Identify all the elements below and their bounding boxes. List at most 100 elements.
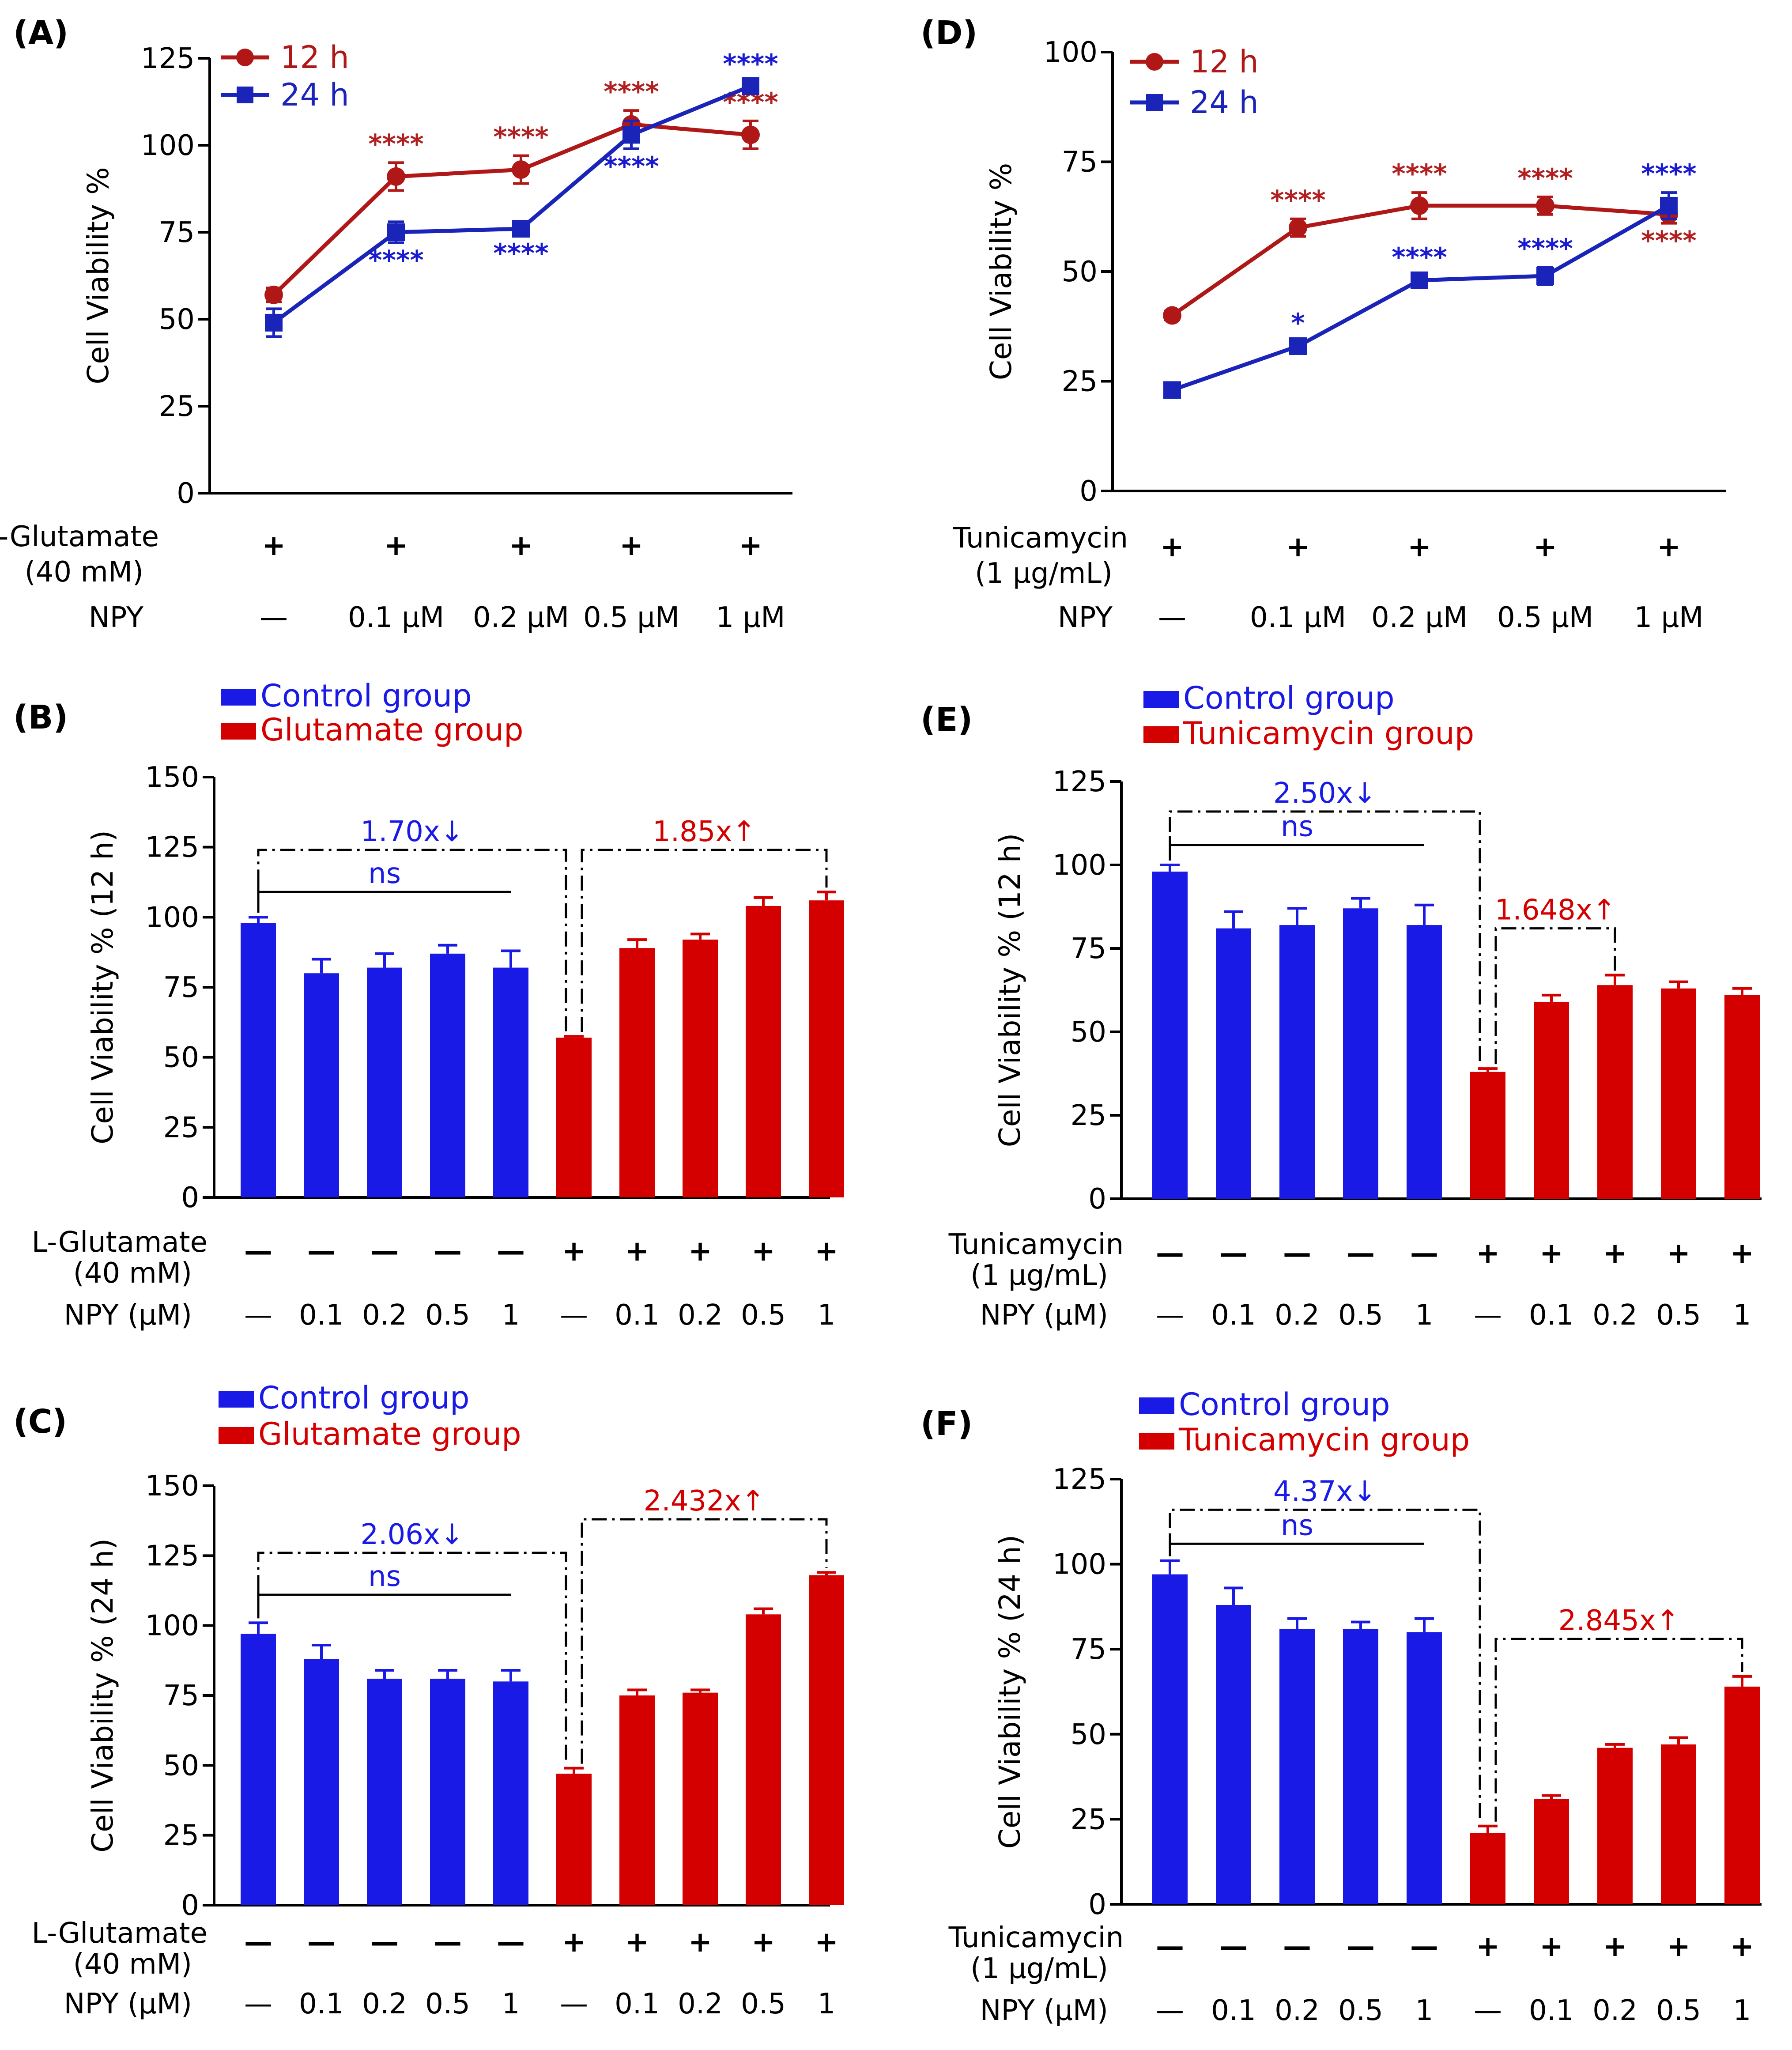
- row-label-npy: NPY (μM): [980, 1994, 1108, 2027]
- bar: [1534, 1001, 1569, 1199]
- legend-marker-circle: [1146, 53, 1163, 71]
- treatment-cell: —: [497, 1926, 525, 1959]
- treatment-cell: +: [1476, 1237, 1500, 1270]
- treatment-cell: +: [1603, 1930, 1627, 1963]
- panel-label: (E): [921, 701, 973, 739]
- treatment-cell: +: [1667, 1237, 1690, 1270]
- y-tick-label: 50: [163, 1749, 199, 1782]
- treatment-cell: —: [1156, 1237, 1184, 1270]
- y-tick-label: 125: [1053, 766, 1106, 798]
- treatment-cell: —: [1410, 1930, 1438, 1963]
- npy-cell: 0.5: [1338, 1994, 1383, 2027]
- significance-label: ****: [1517, 233, 1573, 264]
- legend-entry: Control group: [1179, 1386, 1390, 1423]
- bar: [430, 1679, 465, 1905]
- treatment-cell: +: [384, 529, 408, 562]
- y-tick-label: 125: [145, 1540, 199, 1572]
- panel-b: 0 25 50 75 100 125 150 Cell Viability % (12 h) (…: [13, 678, 844, 1332]
- data-point: [512, 160, 530, 179]
- npy-cell: 0.5: [425, 1988, 470, 2020]
- npy-cell: 1: [502, 1299, 520, 1332]
- treatment-cell: +: [1476, 1930, 1500, 1963]
- npy-cell: 1: [1733, 1299, 1751, 1332]
- row-label-npy: NPY (μM): [980, 1299, 1108, 1332]
- data-point: [1410, 196, 1429, 215]
- row-label-npy: NPY: [89, 601, 144, 634]
- significance-label: *: [1291, 308, 1305, 339]
- bar: [304, 1659, 339, 1905]
- bar: [1724, 995, 1760, 1199]
- treatment-cell: +: [751, 1926, 775, 1959]
- bar: [1216, 928, 1251, 1199]
- bar: [619, 948, 655, 1197]
- bar: [241, 1634, 276, 1905]
- bar: [1597, 985, 1633, 1199]
- legend-entry: 12 h: [1190, 44, 1259, 80]
- treatment-cell: —: [434, 1235, 462, 1268]
- npy-cell: —: [260, 601, 288, 634]
- bar: [1470, 1833, 1505, 1904]
- bar: [619, 1695, 655, 1905]
- significance-label: ****: [1392, 159, 1447, 189]
- data-point: [1411, 271, 1428, 289]
- y-axis-label: Cell Viability % (24 h): [86, 1538, 120, 1853]
- row-label-treatment: L-Glutamate: [32, 1226, 207, 1259]
- bar: [809, 1575, 844, 1905]
- fold-change-label: 2.06x↓: [361, 1518, 464, 1551]
- data-point: [1289, 337, 1307, 355]
- y-axis-label: Cell Viability % (12 h): [86, 830, 120, 1144]
- npy-cell: —: [1158, 601, 1186, 634]
- fold-change-label: 2.845x↑: [1558, 1605, 1680, 1637]
- significance-label: ****: [493, 122, 549, 153]
- bar: [746, 1614, 781, 1905]
- bar: [367, 967, 402, 1197]
- npy-cell: 0.5: [741, 1299, 786, 1332]
- legend-marker-square: [237, 87, 253, 103]
- npy-cell: —: [1474, 1994, 1502, 2027]
- y-tick-label: 125: [141, 42, 195, 75]
- row-label-treatment-dose: (1 μg/mL): [970, 1952, 1108, 1985]
- legend-entry: Tunicamycin group: [1183, 715, 1474, 751]
- legend-swatch: [1139, 1433, 1174, 1450]
- npy-cell: 0.1: [1211, 1299, 1256, 1332]
- legend-entry: 24 h: [1190, 84, 1259, 121]
- treatment-cell: —: [1219, 1237, 1248, 1270]
- y-tick-label: 100: [1053, 1548, 1106, 1581]
- panel-f: 0 25 50 75 100 125 Cell Viability % (24 h) (F) C…: [921, 1386, 1762, 2027]
- fold-change-label: 2.432x↑: [644, 1485, 765, 1518]
- significance-label: ****: [1641, 226, 1697, 257]
- bar: [556, 1038, 592, 1197]
- treatment-cell: +: [1539, 1237, 1563, 1270]
- y-tick-label: 125: [145, 831, 199, 864]
- treatment-cell: —: [370, 1235, 399, 1268]
- y-axis-label: Cell Viability %: [984, 163, 1018, 380]
- bar: [1407, 1632, 1442, 1904]
- row-label-treatment: Tunicamycin: [948, 1922, 1124, 1954]
- legend-marker-circle: [236, 49, 254, 66]
- npy-cell: 0.1: [1211, 1994, 1256, 2027]
- treatment-cell: —: [1347, 1237, 1375, 1270]
- fold-change-bracket: [257, 1552, 567, 1764]
- npy-cell: 1: [1415, 1994, 1434, 2027]
- row-label-treatment: Tunicamycin: [953, 522, 1128, 555]
- npy-cell: 1: [818, 1988, 836, 2020]
- data-point: [1536, 196, 1554, 215]
- fold-change-bracket: [257, 849, 567, 1032]
- data-point: [1536, 267, 1554, 285]
- treatment-cell: —: [1283, 1237, 1311, 1270]
- bar: [241, 923, 276, 1197]
- npy-cell: 0.2 μM: [1371, 601, 1468, 634]
- fold-change-label: 1.85x↑: [653, 815, 756, 848]
- ns-label: ns: [1281, 1509, 1313, 1542]
- bar: [556, 1774, 592, 1905]
- treatment-cell: +: [688, 1235, 712, 1268]
- npy-cell: 0.5: [1656, 1994, 1701, 2027]
- y-tick-label: 25: [163, 1111, 199, 1144]
- panel-label: (F): [921, 1405, 973, 1443]
- row-label-treatment: L-Glutamate: [0, 521, 159, 553]
- y-tick-label: 50: [159, 303, 195, 336]
- fold-change-bracket: [581, 1518, 828, 1764]
- fold-change-bracket: [1169, 810, 1481, 1065]
- treatment-cell: —: [434, 1926, 462, 1959]
- legend-entry: Glutamate group: [260, 712, 524, 748]
